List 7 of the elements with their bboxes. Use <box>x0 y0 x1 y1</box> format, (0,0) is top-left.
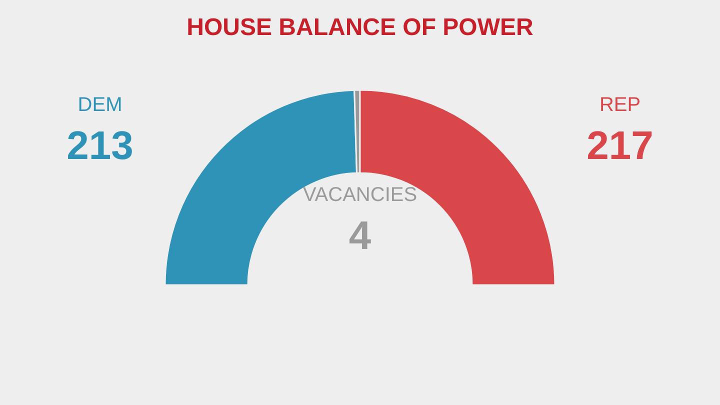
slice-label: VACANCIES <box>302 184 418 206</box>
chart-title: HOUSE BALANCE OF POWER <box>186 14 534 41</box>
slice-label: DEM <box>78 94 122 116</box>
data-label: 217 <box>586 124 654 168</box>
data-label: 213 <box>66 124 134 168</box>
data-label: 4 <box>348 214 372 258</box>
slice-label: REP <box>599 94 641 116</box>
